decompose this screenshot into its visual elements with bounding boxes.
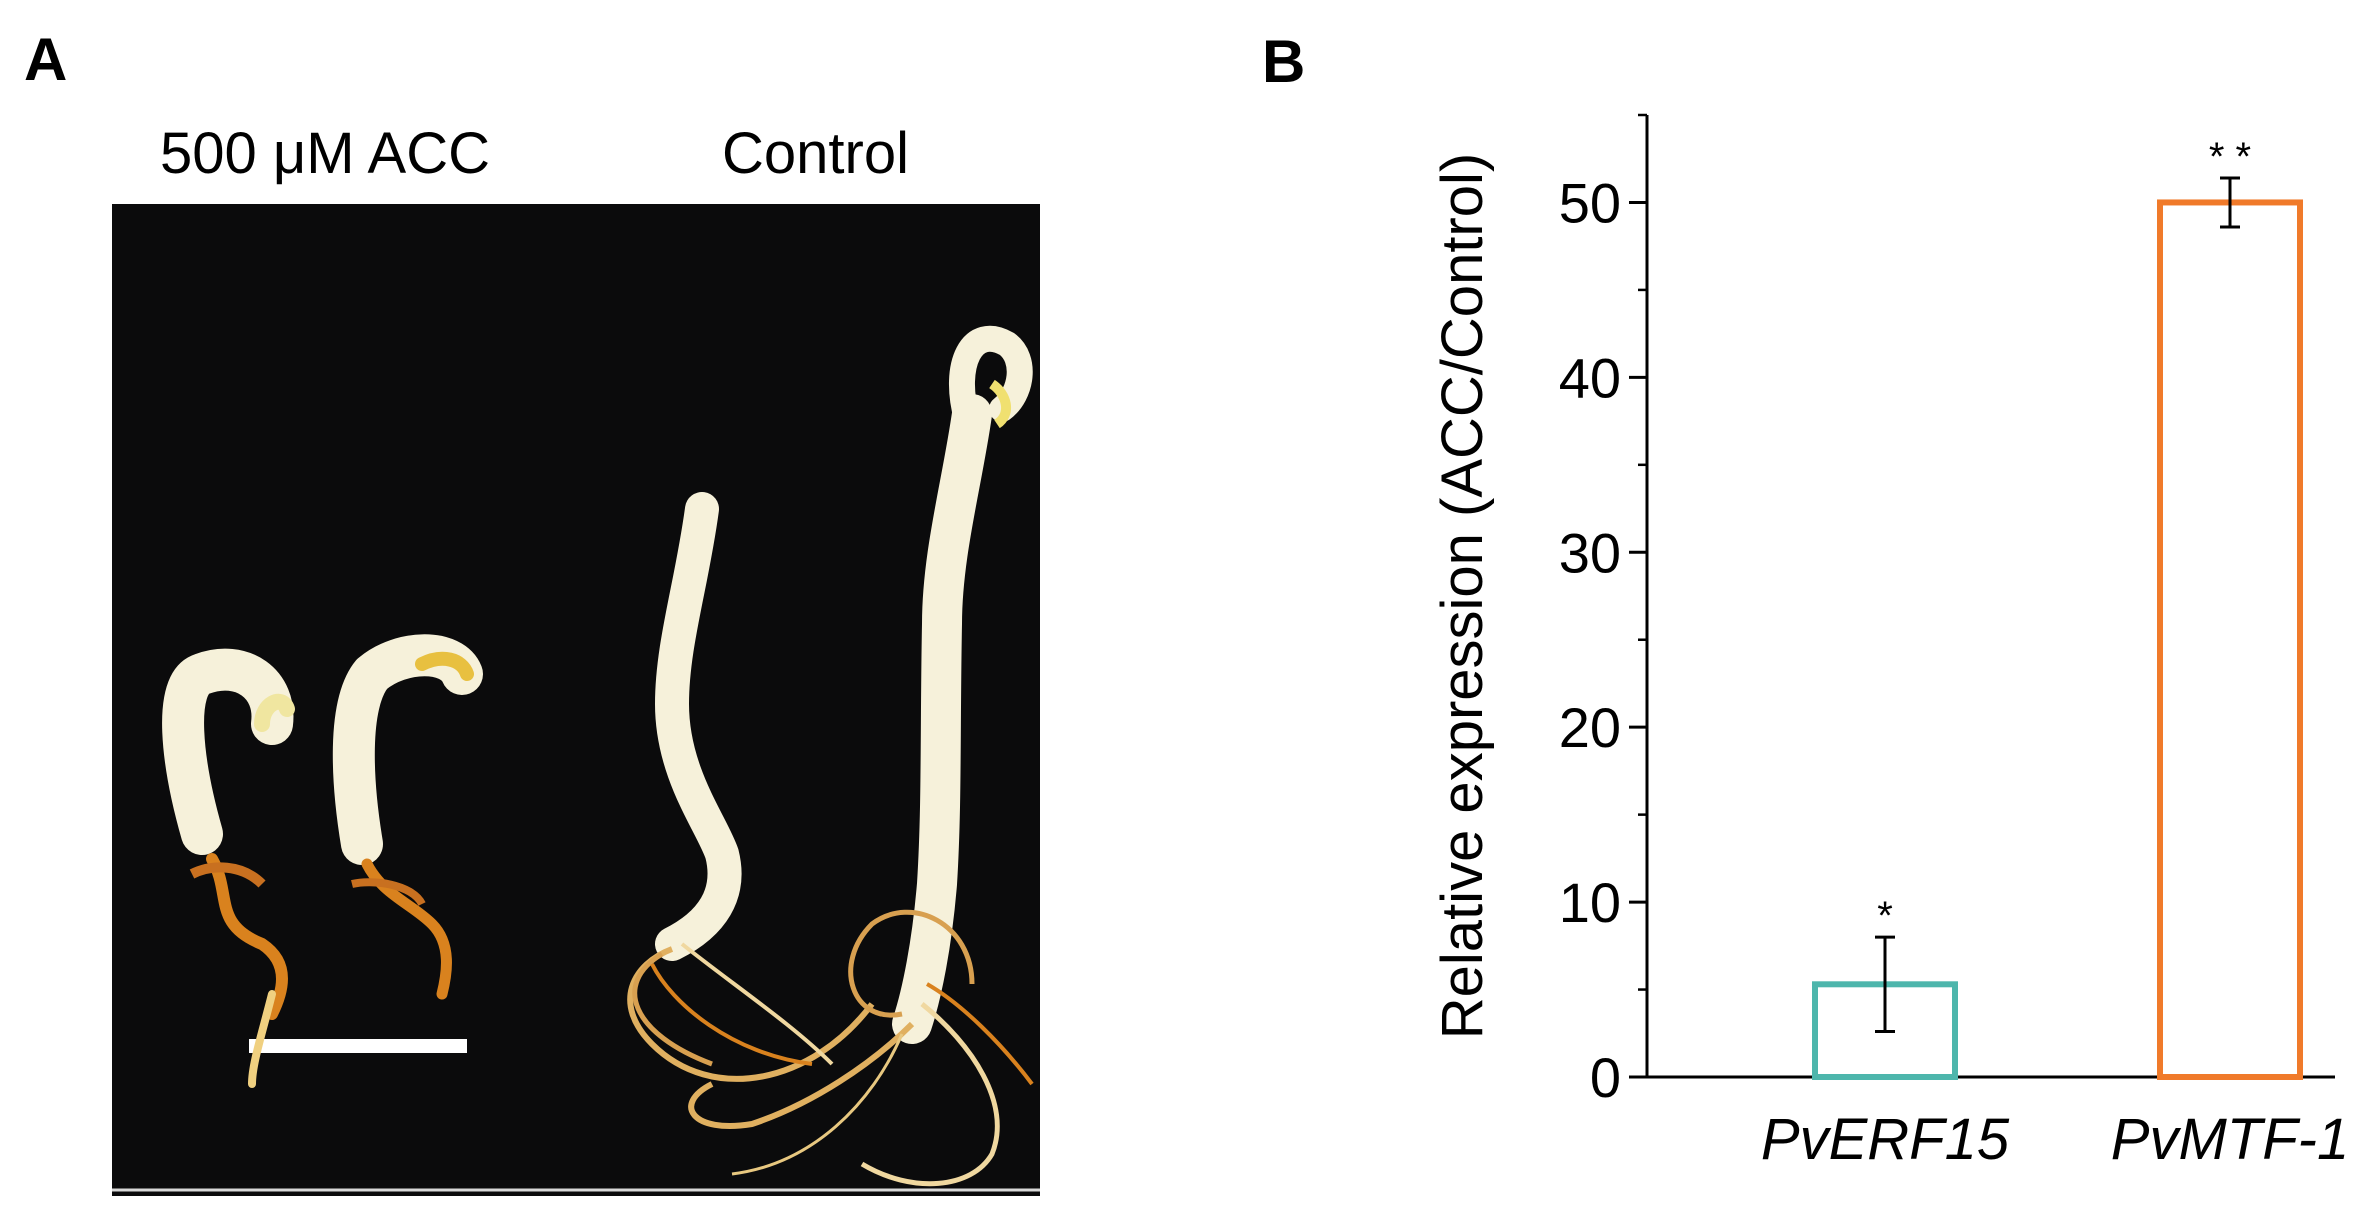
- category-label: PvERF15: [1761, 1107, 2010, 1172]
- panel-b-label: B: [1262, 28, 1306, 95]
- bar-PvMTF-1: [2157, 199, 2303, 1081]
- y-tick-label: 10: [1559, 871, 1621, 934]
- control-seedling-2: [688, 325, 1034, 1187]
- y-tick-label: 50: [1559, 171, 1621, 234]
- significance-marker: *: [1877, 894, 1893, 938]
- y-tick-label: 20: [1559, 696, 1621, 759]
- acc-seedling-2: [332, 634, 483, 1000]
- significance-marker: * *: [2209, 135, 2251, 179]
- scale-bar: [249, 1039, 467, 1053]
- y-tick-label: 0: [1590, 1046, 1621, 1109]
- acc-seedling-1: [162, 648, 295, 1088]
- control-seedling-1: [627, 492, 875, 1082]
- condition-label-acc: 500 μM ACC: [160, 121, 490, 186]
- seedling-photo: [112, 204, 1040, 1196]
- condition-label-control: Control: [722, 121, 909, 186]
- y-tick-label: 40: [1559, 346, 1621, 409]
- y-axis-label: Relative expression (ACC/Control): [1430, 153, 1495, 1039]
- y-tick-label: 30: [1559, 521, 1621, 584]
- panel-a-label: A: [24, 26, 68, 93]
- category-label: PvMTF-1: [2111, 1107, 2349, 1172]
